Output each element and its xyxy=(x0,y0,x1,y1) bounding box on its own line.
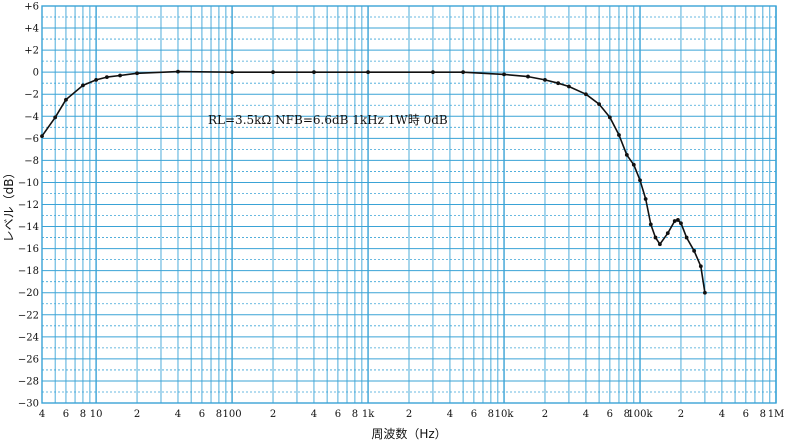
x-axis-title: 周波数（Hz） xyxy=(371,426,446,441)
y-tick-label: −2 xyxy=(24,90,39,101)
data-point xyxy=(94,77,99,82)
x-tick-label: 1k xyxy=(362,409,375,420)
x-tick-label: 8 xyxy=(216,409,222,420)
data-point xyxy=(638,178,642,183)
data-point xyxy=(684,235,689,240)
data-point xyxy=(81,83,85,88)
data-point xyxy=(567,84,571,89)
data-point xyxy=(104,75,109,80)
y-tick-label: −14 xyxy=(18,222,39,233)
plot-frame xyxy=(41,5,777,404)
x-tick-label: 8 xyxy=(624,409,630,420)
y-tick-label: −18 xyxy=(18,266,39,277)
x-tick-label: 2 xyxy=(406,409,412,420)
y-tick-label: −6 xyxy=(24,134,39,145)
data-point xyxy=(657,242,662,247)
data-point xyxy=(631,162,636,167)
x-tick-label: 6 xyxy=(199,409,205,420)
y-tick-label: −8 xyxy=(24,156,39,167)
y-tick-label: +6 xyxy=(24,2,39,13)
y-tick-label: −26 xyxy=(18,354,39,365)
data-point xyxy=(461,70,466,75)
x-tick-label: 2 xyxy=(678,409,684,420)
y-tick-label: −24 xyxy=(18,332,39,343)
x-tick-label: 2 xyxy=(134,409,140,420)
x-tick-label: 10k xyxy=(495,409,515,420)
data-point xyxy=(698,264,703,269)
x-tick-label: 8 xyxy=(80,409,86,420)
data-point xyxy=(431,70,435,75)
y-tick-label: +4 xyxy=(24,24,39,35)
x-tick-label: 8 xyxy=(760,409,766,420)
x-tick-label: 100 xyxy=(223,409,242,420)
data-point xyxy=(543,77,547,82)
x-tick-label: 8 xyxy=(352,409,358,420)
data-point xyxy=(366,70,370,75)
data-point xyxy=(617,133,621,137)
x-tick-label: 6 xyxy=(471,409,477,420)
data-point xyxy=(648,222,653,227)
data-point xyxy=(607,115,612,120)
data-point xyxy=(64,97,68,102)
data-point xyxy=(703,290,707,295)
data-point xyxy=(118,73,122,78)
data-point xyxy=(679,221,683,226)
x-tick-label: 4 xyxy=(719,409,725,420)
y-tick-label: −16 xyxy=(18,244,39,255)
series-layer xyxy=(40,69,707,295)
y-tick-label: +2 xyxy=(24,46,39,57)
x-tick-label: 1M xyxy=(768,409,785,420)
data-point xyxy=(665,231,670,236)
x-tick-label: 100k xyxy=(627,409,653,420)
x-tick-label: 8 xyxy=(488,409,494,420)
data-point xyxy=(526,74,530,79)
x-tick-label: 2 xyxy=(542,409,548,420)
y-tick-label: −28 xyxy=(18,376,39,387)
x-tick-label: 6 xyxy=(63,409,69,420)
data-point xyxy=(692,248,697,253)
y-axis-title: レベル（dB） xyxy=(2,167,16,243)
x-tick-label: 6 xyxy=(743,409,749,420)
data-point xyxy=(176,69,180,74)
test-conditions-annotation: RL=3.5kΩ NFB=6.6dB 1kHz 1W時 0dB xyxy=(208,113,448,127)
x-tick-label: 10 xyxy=(90,409,103,420)
x-tick-label: 2 xyxy=(270,409,276,420)
y-tick-label: −4 xyxy=(24,112,39,123)
y-tick-label: −20 xyxy=(18,288,39,299)
data-point xyxy=(676,218,680,222)
x-tick-label: 4 xyxy=(175,409,181,420)
y-tick-label: −10 xyxy=(18,178,39,189)
major-grid xyxy=(41,5,777,404)
x-tick-label: 4 xyxy=(311,409,317,420)
x-tick-label: 4 xyxy=(447,409,453,420)
x-tick-label: 4 xyxy=(583,409,589,420)
data-point xyxy=(135,71,139,76)
data-point xyxy=(312,70,316,75)
data-point xyxy=(584,92,588,97)
data-point xyxy=(271,70,275,75)
data-point xyxy=(597,102,601,107)
y-axis-tick-labels: +6 +4 +2 0 −2 −4 −6 −8 −10 −12 −14 −16 −18 −20 −22 −24 −… xyxy=(18,2,39,410)
data-point xyxy=(40,134,44,139)
data-point xyxy=(230,70,234,75)
data-point xyxy=(653,235,658,240)
y-tick-label: −30 xyxy=(18,399,39,410)
x-tick-label: 4 xyxy=(39,409,45,420)
data-point xyxy=(53,115,58,120)
data-point xyxy=(556,81,561,86)
x-tick-label: 6 xyxy=(607,409,613,420)
y-tick-label: −22 xyxy=(18,310,39,321)
data-point xyxy=(502,72,506,77)
y-tick-label: −12 xyxy=(18,200,39,211)
data-point xyxy=(672,219,677,223)
x-tick-label: 6 xyxy=(335,409,341,420)
data-point xyxy=(624,152,629,157)
data-point xyxy=(643,197,648,201)
y-tick-label: 0 xyxy=(33,68,39,79)
